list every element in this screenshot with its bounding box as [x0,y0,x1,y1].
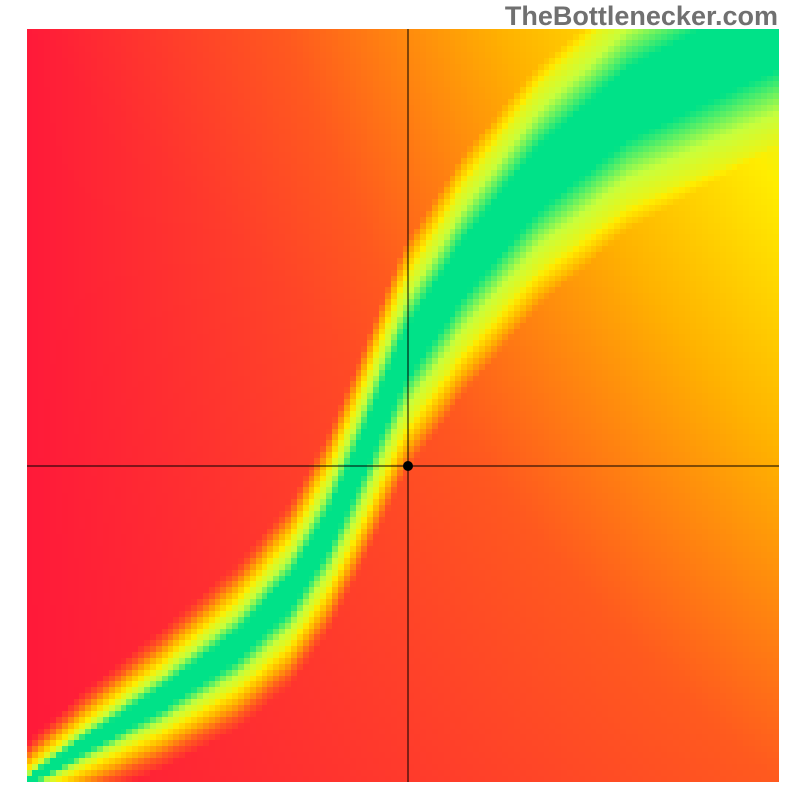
bottleneck-heatmap [0,0,800,800]
chart-container: TheBottlenecker.com [0,0,800,800]
